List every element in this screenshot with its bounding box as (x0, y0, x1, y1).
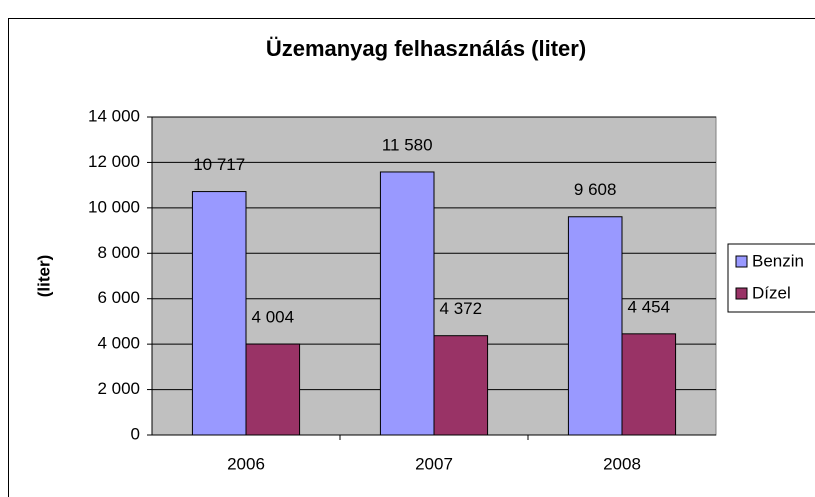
value-label: 4 004 (252, 308, 295, 327)
legend-swatch (735, 255, 748, 268)
bar (621, 333, 677, 436)
bar (567, 216, 623, 436)
y-tick-label: 0 (131, 424, 140, 443)
value-label: 4 372 (440, 299, 483, 318)
y-axis-title: (liter) (34, 255, 53, 298)
bar (379, 171, 435, 436)
y-tick-label: 6 000 (97, 288, 140, 307)
y-tick-label: 8 000 (97, 243, 140, 262)
x-tick-label: 2006 (227, 454, 265, 473)
y-tick-label: 4 000 (97, 334, 140, 353)
x-tick-label: 2008 (603, 454, 641, 473)
value-label: 4 454 (628, 297, 671, 316)
value-label: 11 580 (382, 135, 433, 154)
bar (433, 335, 489, 436)
y-tick-label: 2 000 (97, 379, 140, 398)
y-tick-label: 10 000 (88, 197, 140, 216)
bar (191, 191, 247, 436)
legend-box (727, 243, 815, 313)
legend-label: Dízel (752, 283, 791, 302)
value-label: 10 717 (193, 155, 245, 174)
chart-title: Üzemanyag felhasználás (liter) (266, 36, 586, 61)
x-tick-label: 2007 (415, 454, 453, 473)
y-tick-label: 12 000 (88, 152, 140, 171)
bar (245, 343, 301, 436)
legend-label: Benzin (752, 251, 804, 270)
legend-swatch (735, 287, 748, 300)
y-tick-label: 14 000 (88, 106, 140, 125)
value-label: 9 608 (574, 180, 617, 199)
